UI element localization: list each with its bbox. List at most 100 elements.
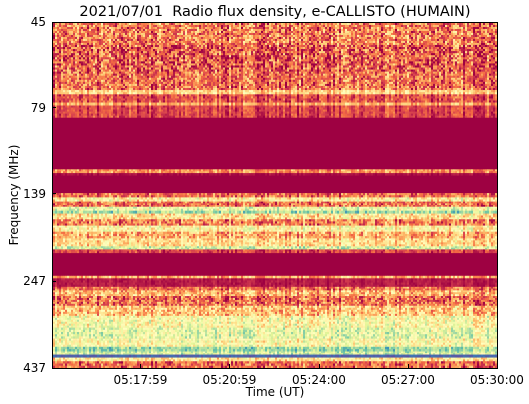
spectrum-cell	[69, 41, 71, 43]
spectrum-cell	[89, 41, 91, 43]
spectrum-cell	[361, 27, 363, 29]
spectrum-cell	[197, 27, 199, 29]
spectrum-cell	[301, 53, 303, 55]
spectrum-cell	[203, 59, 205, 61]
spectrum-cell	[165, 63, 167, 65]
spectrum-cell	[427, 29, 429, 31]
spectrum-cell	[143, 55, 145, 57]
spectrum-cell	[477, 27, 479, 29]
spectrum-cell	[489, 63, 491, 65]
spectrum-cell	[379, 25, 381, 27]
spectrum-cell	[177, 29, 179, 31]
spectrum-cell	[321, 27, 323, 29]
spectrum-cell	[247, 33, 249, 35]
spectrum-cell	[105, 55, 107, 57]
spectrum-cell	[385, 55, 387, 57]
spectrum-cell	[299, 53, 301, 55]
spectrum-cell	[117, 23, 119, 25]
spectrum-cell	[109, 68, 111, 70]
spectrum-cell	[409, 55, 411, 57]
spectrum-cell	[289, 31, 291, 33]
spectrum-cell	[329, 57, 331, 59]
spectrum-cell	[71, 61, 73, 63]
spectrum-cell	[73, 49, 75, 51]
spectrum-cell	[335, 39, 337, 41]
spectrum-cell	[305, 33, 307, 35]
spectrum-cell	[263, 47, 265, 49]
spectrum-cell	[233, 41, 235, 43]
spectrum-cell	[411, 61, 413, 63]
spectrum-cell	[335, 57, 337, 59]
spectrum-cell	[249, 45, 251, 47]
spectrum-cell	[275, 33, 277, 35]
spectrum-cell	[77, 53, 79, 55]
spectrum-cell	[181, 61, 183, 63]
spectrum-cell	[95, 23, 97, 25]
spectrum-cell	[455, 33, 457, 35]
spectrum-cell	[77, 31, 79, 33]
spectrum-cell	[465, 25, 467, 27]
spectrum-cell	[103, 23, 105, 25]
spectrum-cell	[339, 23, 341, 25]
spectrum-cell	[131, 61, 133, 63]
spectrum-cell	[353, 35, 355, 37]
spectrum-cell	[433, 33, 435, 35]
spectrum-cell	[377, 37, 379, 39]
spectrum-cell	[83, 57, 85, 59]
spectrum-cell	[443, 61, 445, 63]
spectrum-cell	[179, 51, 181, 53]
spectrum-cell	[203, 41, 205, 43]
spectrum-cell	[119, 68, 121, 70]
spectrum-cell	[371, 29, 373, 31]
spectrum-cell	[249, 27, 251, 29]
spectrum-cell	[63, 61, 65, 63]
spectrum-cell	[201, 29, 203, 31]
spectrum-cell	[279, 57, 281, 59]
spectrum-cell	[177, 61, 179, 63]
spectrum-cell	[481, 37, 483, 39]
spectrum-cell	[369, 65, 371, 67]
spectrum-cell	[307, 27, 309, 29]
spectrum-cell	[151, 51, 153, 53]
spectrum-cell	[297, 45, 299, 47]
spectrum-cell	[391, 49, 393, 51]
spectrum-cell	[461, 31, 463, 33]
spectrum-cell	[483, 65, 485, 67]
spectrum-cell	[183, 29, 185, 31]
spectrum-cell	[323, 59, 325, 61]
spectrum-cell	[391, 31, 393, 33]
spectrum-cell	[375, 35, 377, 37]
spectrum-cell	[69, 25, 71, 27]
spectrum-cell	[255, 59, 257, 61]
spectrum-cell	[195, 29, 197, 31]
spectrum-cell	[191, 59, 193, 61]
spectrum-cell	[345, 61, 347, 63]
spectrum-cell	[319, 25, 321, 27]
spectrum-cell	[439, 33, 441, 35]
spectrum-cell	[169, 49, 171, 51]
spectrum-cell	[337, 31, 339, 33]
spectrum-cell	[195, 39, 197, 41]
spectrum-cell	[109, 57, 111, 59]
spectrum-cell	[339, 33, 341, 35]
spectrum-cell	[493, 65, 495, 67]
spectrum-cell	[213, 39, 215, 41]
spectrum-cell	[469, 55, 471, 57]
spectrum-cell	[205, 35, 207, 37]
spectrum-cell	[79, 63, 81, 65]
spectrum-cell	[115, 57, 117, 59]
spectrum-cell	[407, 29, 409, 31]
spectrum-cell	[243, 43, 245, 45]
spectrum-cell	[67, 55, 69, 57]
spectrum-cell	[281, 37, 283, 39]
spectrum-cell	[483, 25, 485, 27]
spectrum-cell	[407, 63, 409, 65]
spectrum-cell	[159, 39, 161, 41]
spectrum-cell	[87, 47, 89, 49]
spectrum-cell	[197, 41, 199, 43]
spectrum-cell	[469, 53, 471, 55]
spectrum-cell	[357, 41, 359, 43]
spectrum-cell	[449, 61, 451, 63]
spectrum-cell	[443, 65, 445, 67]
spectrum-cell	[261, 59, 263, 61]
